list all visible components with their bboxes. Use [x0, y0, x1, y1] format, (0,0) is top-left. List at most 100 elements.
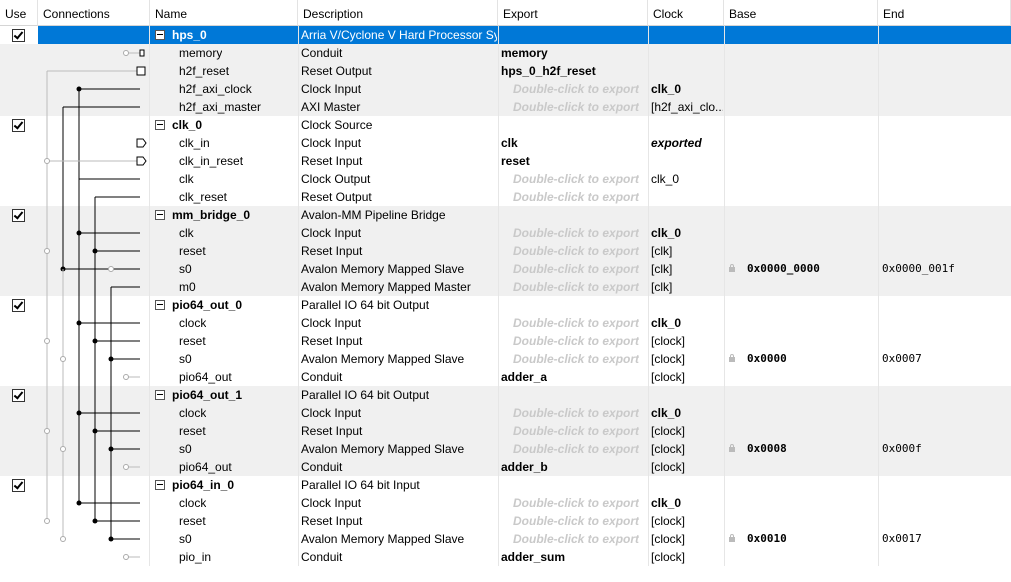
clock: clk_0: [651, 316, 682, 330]
base-address: 0x0000_0000: [747, 262, 820, 275]
interface-name: s0: [179, 352, 192, 366]
column-separator: [149, 26, 150, 566]
column-separator: [724, 26, 725, 566]
export-name[interactable]: adder_b: [501, 460, 548, 474]
export-name[interactable]: clk: [501, 136, 518, 150]
interface-row: pio_in Conduit adder_sum [clock]: [0, 548, 1011, 566]
export-name[interactable]: adder_sum: [501, 550, 566, 564]
use-checkbox[interactable]: [12, 119, 25, 132]
export-hint[interactable]: Double-click to export: [513, 532, 640, 546]
clock: exported: [651, 136, 702, 150]
interface-row: clk_in_reset Reset Input reset: [0, 152, 1011, 170]
export-hint[interactable]: Double-click to export: [513, 496, 640, 510]
interface-row: reset Reset Input Double-click to export [c…: [0, 422, 1011, 440]
interface-name: reset: [179, 244, 206, 258]
interface-name: clock: [179, 406, 207, 420]
interface-description: Clock Input: [301, 496, 362, 510]
component-row: pio64_in_0 Parallel IO 64 bit Input: [0, 476, 1011, 494]
interface-name: clk_in_reset: [179, 154, 244, 168]
interface-row: h2f_reset Reset Output hps_0_h2f_reset: [0, 62, 1011, 80]
export-hint[interactable]: Double-click to export: [513, 406, 640, 420]
collapse-toggle[interactable]: [155, 210, 165, 220]
use-checkbox[interactable]: [12, 479, 25, 492]
clock: [clk]: [651, 262, 673, 276]
export-hint[interactable]: Double-click to export: [513, 424, 640, 438]
interface-name: pio_in: [179, 550, 212, 564]
export-hint[interactable]: Double-click to export: [513, 334, 640, 348]
interface-description: Avalon Memory Mapped Slave: [301, 532, 465, 546]
clock: [clock]: [651, 532, 686, 546]
use-checkbox[interactable]: [12, 209, 25, 222]
interface-name: pio64_out: [179, 460, 232, 474]
clock: [clk]: [651, 280, 673, 294]
interface-name: s0: [179, 442, 192, 456]
lock-icon: [729, 534, 735, 542]
component-description: Parallel IO 64 bit Input: [301, 478, 420, 492]
clock: [clock]: [651, 352, 686, 366]
export-name[interactable]: memory: [501, 46, 548, 60]
interface-name: h2f_reset: [179, 64, 230, 78]
interface-row: reset Reset Input Double-click to export [c…: [0, 332, 1011, 350]
end-address: 0x0007: [882, 352, 922, 365]
use-checkbox[interactable]: [12, 299, 25, 312]
export-hint[interactable]: Double-click to export: [513, 442, 640, 456]
export-hint[interactable]: Double-click to export: [513, 82, 640, 96]
interface-description: Clock Input: [301, 82, 362, 96]
clock: [clock]: [651, 424, 686, 438]
export-name[interactable]: adder_a: [501, 370, 548, 384]
component-row: hps_0 Arria V/Cyclone V Hard Processor Sy…: [38, 26, 1011, 44]
export-hint[interactable]: Double-click to export: [513, 352, 640, 366]
use-checkbox[interactable]: [12, 389, 25, 402]
interface-description: Reset Input: [301, 154, 363, 168]
interface-description: Conduit: [301, 46, 343, 60]
export-hint[interactable]: Double-click to export: [513, 316, 640, 330]
interface-description: Conduit: [301, 370, 343, 384]
interface-name: h2f_axi_master: [179, 100, 262, 114]
component-row: mm_bridge_0 Avalon-MM Pipeline Bridge: [0, 206, 1011, 224]
export-hint[interactable]: Double-click to export: [513, 262, 640, 276]
export-name[interactable]: hps_0_h2f_reset: [501, 64, 596, 78]
interface-description: Clock Input: [301, 406, 362, 420]
interface-description: Reset Output: [301, 190, 372, 204]
column-header: Name: [150, 0, 298, 26]
export-hint[interactable]: Double-click to export: [513, 280, 640, 294]
interface-description: Conduit: [301, 550, 343, 564]
export-hint[interactable]: Double-click to export: [513, 100, 640, 114]
interface-description: Clock Input: [301, 226, 362, 240]
clock: [clock]: [651, 460, 686, 474]
collapse-toggle[interactable]: [155, 480, 165, 490]
interface-description: Clock Output: [301, 172, 371, 186]
collapse-toggle[interactable]: [155, 30, 165, 40]
export-hint[interactable]: Double-click to export: [513, 172, 640, 186]
interface-name: clock: [179, 316, 207, 330]
column-header: End: [878, 0, 1011, 26]
interface-row: h2f_axi_master AXI Master Double-click to …: [0, 98, 1011, 116]
column-separator: [498, 26, 499, 566]
export-hint[interactable]: Double-click to export: [513, 244, 640, 258]
export-hint[interactable]: Double-click to export: [513, 226, 640, 240]
interface-description: Reset Input: [301, 514, 363, 528]
interface-description: Clock Input: [301, 316, 362, 330]
interface-description: Reset Output: [301, 64, 372, 78]
collapse-toggle[interactable]: [155, 120, 165, 130]
collapse-toggle[interactable]: [155, 390, 165, 400]
interface-row: h2f_axi_clock Clock Input Double-click to …: [0, 80, 1011, 98]
interface-row: pio64_out Conduit adder_a [clock]: [0, 368, 1011, 386]
interface-row: clk_reset Reset Output Double-click to exp…: [0, 188, 1011, 206]
export-hint[interactable]: Double-click to export: [513, 514, 640, 528]
use-checkbox[interactable]: [12, 29, 25, 42]
interface-description: AXI Master: [301, 100, 361, 114]
interface-description: Avalon Memory Mapped Master: [301, 280, 471, 294]
interface-name: s0: [179, 262, 192, 276]
interface-name: pio64_out: [179, 370, 232, 384]
interface-name: memory: [179, 46, 223, 60]
component-description: Clock Source: [301, 118, 373, 132]
component-row: clk_0 Clock Source: [0, 116, 1011, 134]
interface-row: clk_in Clock Input clk exported: [0, 134, 1011, 152]
interface-row: memory Conduit memory: [0, 44, 1011, 62]
interface-name: s0: [179, 532, 192, 546]
export-name[interactable]: reset: [501, 154, 530, 168]
export-hint[interactable]: Double-click to export: [513, 190, 640, 204]
interface-name: clk: [179, 226, 194, 240]
collapse-toggle[interactable]: [155, 300, 165, 310]
